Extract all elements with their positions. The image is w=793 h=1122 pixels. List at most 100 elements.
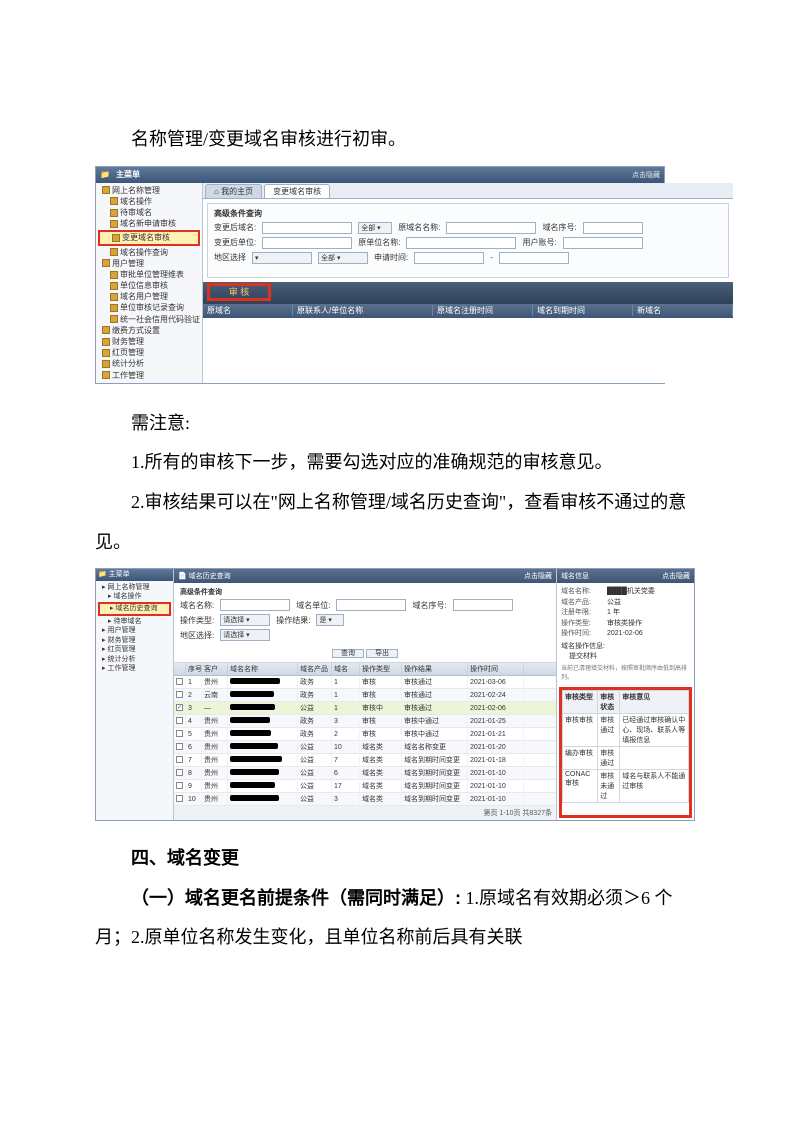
tab-home[interactable]: ⌂ 我的主页 [205, 184, 262, 198]
row-checkbox[interactable] [176, 730, 183, 737]
table-row[interactable]: 6贵州公益10域名类域名名称变更2021-01-20 [174, 741, 556, 754]
tree-item[interactable]: 网上名称管理 [98, 185, 200, 196]
filter-select[interactable]: 请选择 ▾ [220, 614, 270, 626]
filter-input[interactable] [414, 252, 484, 264]
audit-button[interactable]: 审 核 [229, 285, 250, 298]
row-checkbox[interactable] [176, 678, 183, 685]
redacted-icon [230, 691, 274, 697]
info-key: 操作时间: [561, 629, 603, 640]
tree-item[interactable]: ▸ 用户管理 [98, 626, 171, 635]
row-checkbox[interactable] [176, 756, 183, 763]
filter-input[interactable] [406, 237, 516, 249]
grid-cell: 贵州 [202, 793, 228, 805]
tree-item[interactable]: 单位信息审核 [98, 280, 200, 291]
query-button[interactable]: 查询 [332, 649, 364, 658]
table-row[interactable]: 4贵州政务3审核审核中通过2021-01-25 [174, 715, 556, 728]
tree-item[interactable]: ▸ 财务管理 [98, 636, 171, 645]
grid-cell: 3 [332, 795, 360, 804]
grid-header-cell: 操作类型 [360, 663, 402, 675]
filter-input[interactable] [453, 599, 513, 611]
row-checkbox[interactable] [176, 717, 183, 724]
filter-input[interactable] [499, 252, 569, 264]
table-row[interactable]: 7贵州公益7域名类域名到期时间变更2021-01-18 [174, 754, 556, 767]
redacted-icon [230, 756, 282, 762]
row-checkbox[interactable] [176, 782, 183, 789]
table-row[interactable]: 8贵州公益6域名类域名到期时间变更2021-01-10 [174, 767, 556, 780]
filter-input[interactable] [336, 599, 406, 611]
tree-item[interactable]: 域名操作查询 [98, 247, 200, 258]
table-row[interactable]: 5贵州政务2审核审核中通过2021-01-21 [174, 728, 556, 741]
filter-input[interactable] [583, 222, 643, 234]
row-checkbox[interactable] [176, 704, 183, 711]
grid-header-cell: 操作时间 [468, 663, 524, 675]
tab-domain-change-audit[interactable]: 变更域名审核 [264, 184, 330, 198]
tree-item[interactable]: 单位审核记录查询 [98, 302, 200, 313]
tree-item[interactable]: 红页管理 [98, 347, 200, 358]
filter-select[interactable]: 全部 ▾ [358, 222, 392, 234]
tree-item[interactable]: 用户管理 [98, 258, 200, 269]
tree-item[interactable]: ▸ 域名操作 [98, 592, 171, 601]
filter-input[interactable] [446, 222, 536, 234]
grid-header-cell: 序号 [186, 663, 202, 675]
tree-item[interactable]: 审批单位管理维表 [98, 269, 200, 280]
filter-select[interactable]: 请选择 ▾ [220, 629, 270, 641]
export-button[interactable]: 导出 [366, 649, 398, 658]
table-header-cell: 原联系人/单位名称 [293, 305, 433, 316]
row-checkbox[interactable] [176, 743, 183, 750]
tree-item[interactable]: ▸ 域名历史查询 [98, 602, 171, 615]
filter-input[interactable] [262, 222, 352, 234]
tree-item[interactable]: 缴费方式设置 [98, 325, 200, 336]
grid-cell: 审核中 [360, 702, 402, 714]
tree-item[interactable]: 域名新申请审核 [98, 218, 200, 229]
grid-cell: 贵州 [202, 780, 228, 792]
filter-label: 变更后域名: [214, 222, 256, 233]
table-row[interactable]: 2云南政务1审核审核通过2021-02-24 [174, 689, 556, 702]
heading-domain-change: 四、域名变更 [95, 839, 698, 879]
filter-input[interactable] [563, 237, 643, 249]
tree-item[interactable]: ▸ 红页管理 [98, 645, 171, 654]
grid-cell: 域名类 [360, 754, 402, 766]
tree-item[interactable]: 变更域名审核 [98, 230, 200, 245]
grid-cell: 2021-01-10 [468, 769, 524, 778]
tree-item[interactable]: 待审域名 [98, 207, 200, 218]
filter-select[interactable]: ▾ [252, 252, 312, 264]
tree-item[interactable]: 域名操作 [98, 196, 200, 207]
table-row[interactable]: 10贵州公益3域名类域名到期时间变更2021-01-10 [174, 793, 556, 806]
grid-cell [174, 768, 186, 777]
audit-table-cell: 审核审核 [563, 713, 598, 746]
screenshot-domain-change-audit: 📁 主菜单 点击隐藏 网上名称管理域名操作待审域名域名新申请审核变更域名审核域名… [95, 166, 665, 384]
tree-item[interactable]: ▸ 统计分析 [98, 655, 171, 664]
tree-item[interactable]: ▸ 网上名称管理 [98, 583, 171, 592]
filter-label: 用户账号: [522, 237, 556, 248]
results-grid: 序号客户域名名称域名产品域名操作类型操作结果操作时间 1贵州政务1审核审核通过2… [174, 663, 556, 820]
table-row[interactable]: 3—公益1审核中审核通过2021-02-06 [174, 702, 556, 715]
grid-cell: 2021-01-25 [468, 717, 524, 726]
table-row[interactable]: 9贵州公益17域名类域名到期时间变更2021-01-10 [174, 780, 556, 793]
note-heading: 需注意: [95, 404, 698, 444]
tree-item[interactable]: 统一社会信用代码验证 [98, 314, 200, 325]
grid-cell: 2021-01-21 [468, 730, 524, 739]
row-checkbox[interactable] [176, 795, 183, 802]
grid-cell: 6 [332, 769, 360, 778]
filter-select[interactable]: 是 ▾ [316, 614, 344, 626]
filter-input[interactable] [262, 237, 352, 249]
filter-select[interactable]: 全部 ▾ [318, 252, 368, 264]
detail-header: 域名信息 点击隐藏 [557, 569, 694, 583]
filter-input[interactable] [220, 599, 290, 611]
tree-item[interactable]: 统计分析 [98, 358, 200, 369]
tree-item[interactable]: ▸ 工作管理 [98, 664, 171, 673]
grid-cell: 审核中通过 [402, 728, 468, 740]
table-header: 原域名原联系人/单位名称原域名注册时间域名到期时间新域名 [203, 304, 733, 318]
info-line: 操作时间:2021-02-06 [561, 629, 690, 640]
table-row[interactable]: 1贵州政务1审核审核通过2021-03-06 [174, 676, 556, 689]
grid-cell: 云南 [202, 689, 228, 701]
tree-item[interactable]: ▸ 待审域名 [98, 617, 171, 626]
row-checkbox[interactable] [176, 769, 183, 776]
tree-item[interactable]: 财务管理 [98, 336, 200, 347]
row-checkbox[interactable] [176, 691, 183, 698]
tree-item[interactable]: 域名用户管理 [98, 291, 200, 302]
advanced-filter-box: 高级条件查询 变更后域名:全部 ▾原域名名称:域名序号:变更后单位:原单位名称:… [207, 203, 729, 278]
audit-table-cell [620, 746, 689, 769]
tree-item[interactable]: 工作管理 [98, 370, 200, 381]
grid-cell: 1 [332, 691, 360, 700]
